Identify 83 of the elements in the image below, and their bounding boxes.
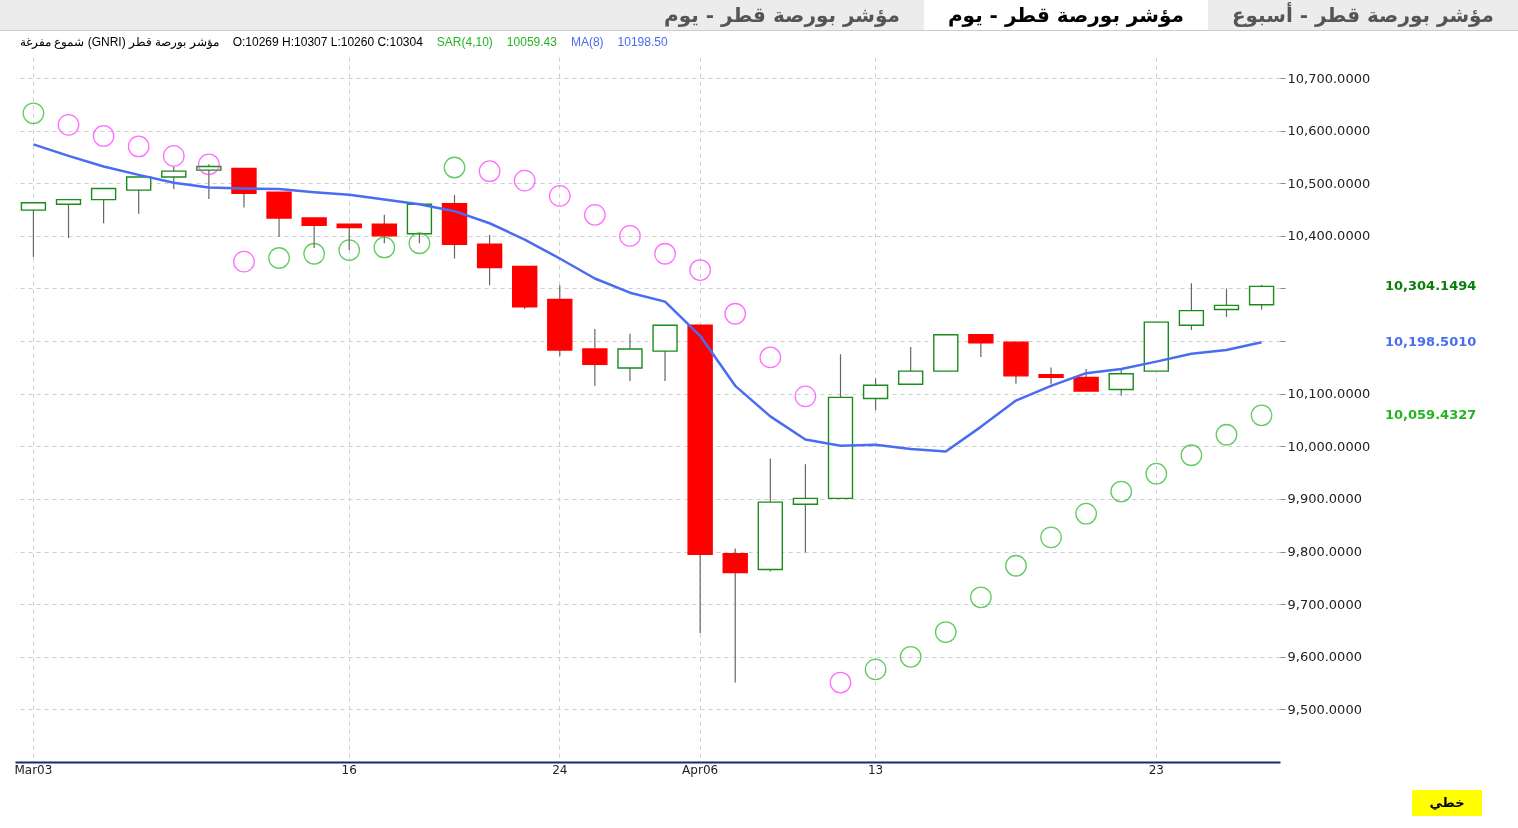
text: 10,059.4327	[1385, 407, 1477, 423]
point	[1180, 444, 1203, 467]
point	[233, 250, 255, 273]
point	[583, 203, 606, 226]
point	[22, 102, 45, 125]
chart-title: مؤشر بورصة قطر - يوم	[923, 0, 1208, 30]
point	[619, 225, 641, 247]
point	[268, 247, 290, 269]
text: مؤشر بورصة قطر - أسبوع	[1230, 3, 1495, 27]
y-tick-label: 9,800.0000	[1287, 544, 1362, 560]
y-tick-label: 9,500.0000	[1287, 701, 1362, 717]
point	[1110, 480, 1133, 503]
candlestick	[1178, 282, 1205, 331]
point	[197, 153, 220, 176]
candlestick	[125, 176, 152, 215]
text: 10059.43	[506, 35, 557, 49]
candlestick	[1108, 367, 1134, 397]
point	[478, 160, 501, 183]
point	[969, 586, 992, 609]
text: خطي	[1412, 790, 1482, 816]
point	[1145, 462, 1168, 485]
x-tick-label: Apr06	[682, 762, 719, 777]
candlestick	[582, 328, 608, 387]
text: 10,304.1494	[1385, 278, 1477, 294]
chart-subtitle: مؤشر بورصة قطر (GNRI) شموع مفرغة	[20, 35, 219, 49]
candlestick	[90, 187, 117, 224]
y-tick-label: 9,600.0000	[1287, 649, 1362, 665]
candlestick	[862, 377, 889, 411]
x-tick-label: 16	[341, 762, 357, 777]
y-tick-label: 10,000.0000	[1287, 438, 1371, 454]
point	[759, 346, 782, 369]
point	[127, 135, 150, 158]
x-tick-label: 24	[552, 762, 568, 777]
text: 10,198.5010	[1385, 334, 1477, 350]
y-tick-label: 10,400.0000	[1287, 228, 1371, 244]
point	[408, 232, 431, 255]
point	[338, 239, 361, 261]
point	[162, 145, 185, 167]
point	[443, 156, 466, 179]
point	[724, 302, 747, 325]
point	[934, 621, 957, 643]
candlestick	[1073, 368, 1099, 392]
point	[864, 658, 887, 681]
point	[899, 645, 922, 668]
point	[373, 236, 396, 259]
candlestick	[476, 234, 503, 286]
candlestick	[722, 547, 748, 684]
candlestick	[792, 463, 819, 554]
y-tick-label: 10,500.0000	[1287, 175, 1371, 191]
text: مؤشر بورصة قطر - يوم	[663, 3, 901, 27]
y-tick-label: 10,700.0000	[1287, 70, 1371, 86]
candlestick	[968, 334, 994, 358]
point	[548, 185, 571, 207]
point	[303, 242, 326, 265]
candlestick	[1038, 366, 1064, 385]
point	[1215, 423, 1238, 446]
point	[794, 385, 817, 408]
x-tick-label: 23	[1148, 762, 1164, 777]
candlestick	[897, 346, 924, 385]
y-tick-label: 9,700.0000	[1287, 596, 1362, 612]
x-tick-label: Mar03	[14, 762, 53, 777]
text: MA(8)	[570, 35, 604, 49]
text: 10198.50	[617, 35, 668, 49]
y-tick-label: 10,600.0000	[1287, 123, 1371, 139]
point	[1075, 502, 1098, 525]
point	[689, 259, 712, 281]
point	[1250, 404, 1273, 427]
candlestick	[617, 333, 643, 382]
point	[513, 169, 536, 192]
point	[92, 125, 115, 147]
text: O:10269 H:10307 L:10260 C:10304	[232, 35, 423, 49]
candlestick	[1248, 284, 1275, 311]
point	[57, 113, 80, 136]
line-series	[32, 143, 1263, 453]
text: SAR(4,10)	[436, 35, 493, 49]
point	[1005, 554, 1027, 577]
x-tick-label: 13	[867, 762, 884, 777]
point	[829, 671, 852, 694]
candlestick	[20, 202, 47, 258]
point	[654, 242, 676, 265]
y-tick-label: 10,100.0000	[1287, 386, 1371, 402]
point	[1040, 526, 1062, 549]
y-tick-label: 9,900.0000	[1287, 491, 1362, 507]
